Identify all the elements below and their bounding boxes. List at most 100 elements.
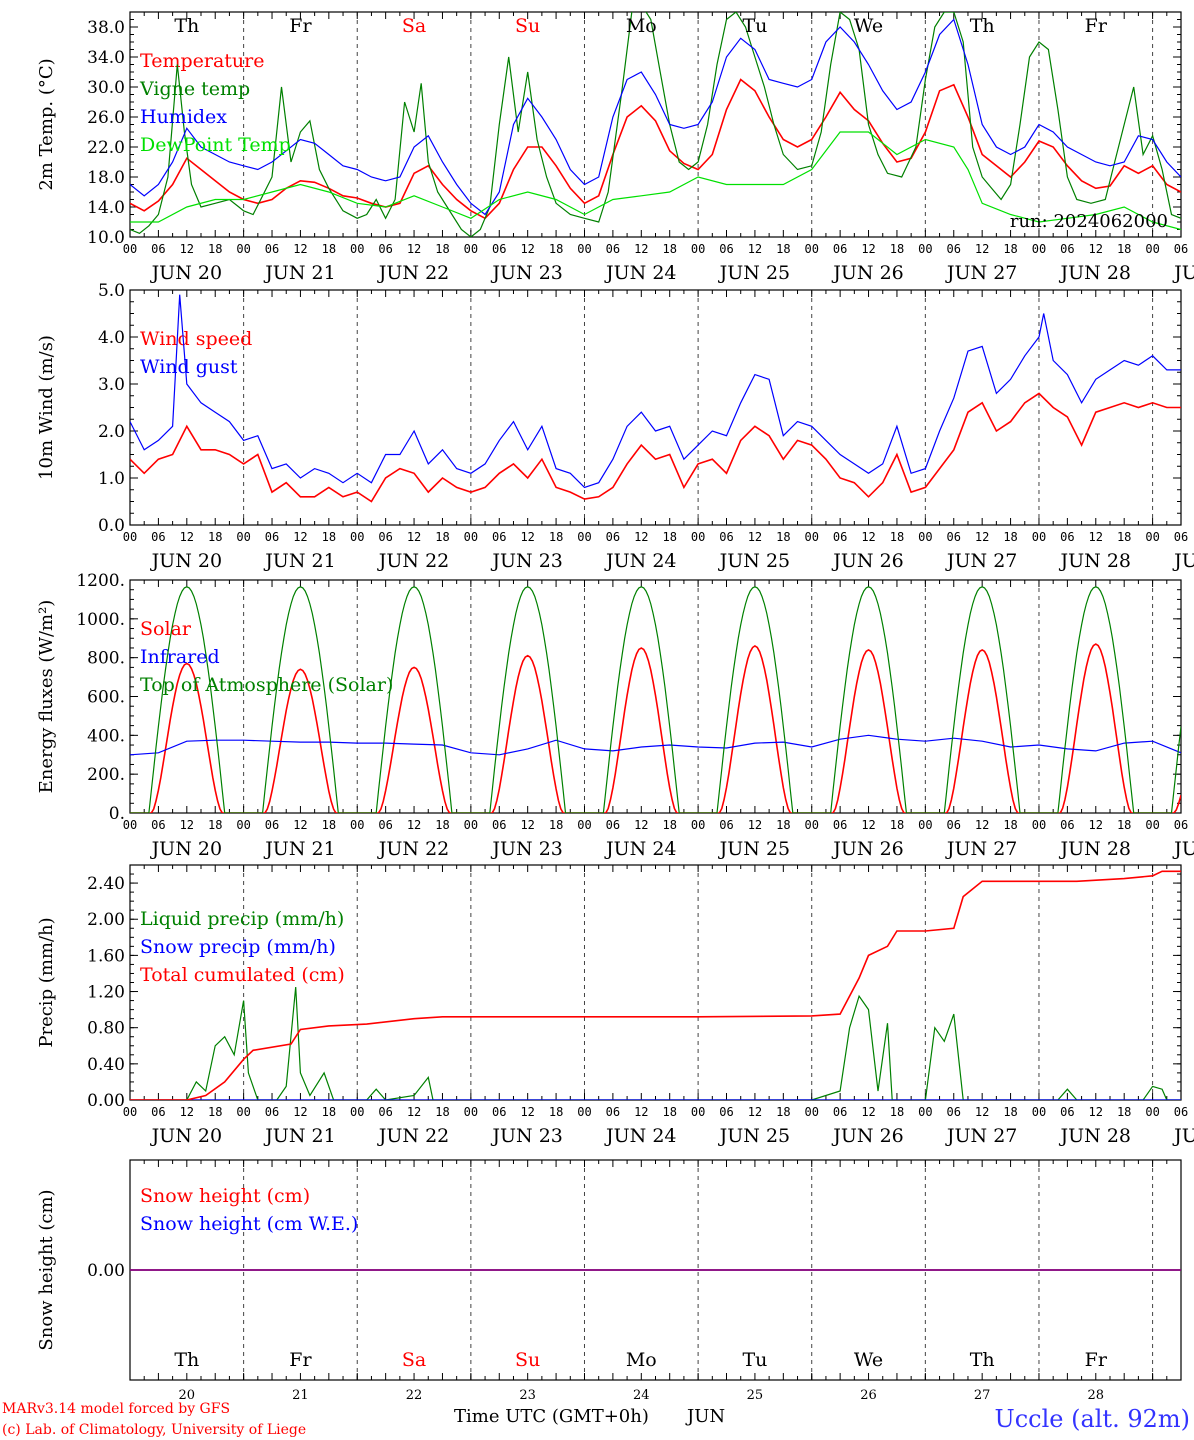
weekday-label: Tu <box>742 15 767 37</box>
hour-tick-label: 18 <box>435 242 449 256</box>
date-label: JUN 20 <box>150 262 222 284</box>
day-number-label: 22 <box>406 1388 423 1403</box>
hour-tick-label: 12 <box>634 242 648 256</box>
hour-tick-label: 00 <box>691 530 705 544</box>
date-label: JUN 28 <box>1059 262 1131 284</box>
date-label: JUN 21 <box>263 838 335 860</box>
hour-tick-label: 06 <box>1174 1105 1188 1119</box>
hour-tick-label: 06 <box>265 530 279 544</box>
weekday-label: Th <box>970 15 995 37</box>
hour-tick-label: 06 <box>492 818 506 832</box>
hour-tick-label: 06 <box>492 1105 506 1119</box>
hour-tick-label: 06 <box>151 530 165 544</box>
hour-tick-label: 06 <box>719 242 733 256</box>
hour-tick-label: 00 <box>1032 242 1046 256</box>
y-tick-label: 18.0 <box>87 168 125 188</box>
weekday-label: Mo <box>626 15 657 37</box>
day-number-label: 23 <box>519 1388 536 1403</box>
date-label: JUN 28 <box>1059 838 1131 860</box>
hour-tick-label: 12 <box>861 818 875 832</box>
y-tick-label: 0. <box>109 804 125 824</box>
hour-tick-label: 00 <box>1145 530 1159 544</box>
hour-tick-label: 00 <box>918 818 932 832</box>
date-label: JUN 23 <box>490 550 562 572</box>
y-axis-label: 10m Wind (m/s) <box>36 335 57 480</box>
hour-tick-label: 12 <box>975 530 989 544</box>
date-label: JUN 25 <box>718 262 790 284</box>
series-line-wind-speed <box>130 392 1181 503</box>
hour-tick-label: 12 <box>180 1105 194 1119</box>
hour-tick-label: 06 <box>947 242 961 256</box>
hour-tick-label: 18 <box>208 242 222 256</box>
y-axis-label: Snow height (cm) <box>36 1189 57 1350</box>
date-label: JUN 21 <box>263 1125 335 1147</box>
hour-tick-label: 12 <box>634 530 648 544</box>
y-tick-label: 800. <box>87 649 125 669</box>
hour-tick-label: 06 <box>719 530 733 544</box>
hour-tick-label: 18 <box>1003 530 1017 544</box>
hour-tick-label: 06 <box>606 530 620 544</box>
legend-item: Solar <box>140 618 192 640</box>
y-tick-label: 200. <box>87 765 125 785</box>
hour-tick-label: 06 <box>1060 242 1074 256</box>
hour-tick-label: 12 <box>1089 530 1103 544</box>
date-label: JUN 27 <box>945 262 1017 284</box>
hour-tick-label: 06 <box>265 1105 279 1119</box>
date-label: JUN 20 <box>150 838 222 860</box>
credit-line-2: (c) Lab. of Climatology, University of L… <box>2 1422 306 1438</box>
hour-tick-label: 18 <box>662 1105 676 1119</box>
series-line-solar <box>130 643 1181 813</box>
hour-tick-label: 12 <box>975 1105 989 1119</box>
hour-tick-label: 06 <box>1174 818 1188 832</box>
hour-tick-label: 00 <box>236 242 250 256</box>
hour-tick-label: 12 <box>293 530 307 544</box>
day-number-label: 24 <box>633 1388 650 1403</box>
hour-tick-label: 00 <box>805 1105 819 1119</box>
hour-tick-label: 06 <box>947 818 961 832</box>
run-label: run: 2024062000 <box>1010 211 1168 232</box>
hour-tick-label: 00 <box>350 530 364 544</box>
weekday-label: Sa <box>402 15 426 37</box>
day-number-label: 20 <box>179 1388 196 1403</box>
hour-tick-label: 06 <box>492 530 506 544</box>
hour-tick-label: 18 <box>549 242 563 256</box>
series-line-humidex <box>130 18 1181 216</box>
weekday-label: Fr <box>1085 15 1108 37</box>
hour-tick-label: 12 <box>293 242 307 256</box>
hour-tick-label: 06 <box>492 242 506 256</box>
date-label: JUN 26 <box>831 838 903 860</box>
y-tick-label: 2.40 <box>87 874 125 894</box>
date-label: JUN 26 <box>831 1125 903 1147</box>
y-axis-label: Precip (mm/h) <box>36 917 57 1047</box>
hour-tick-label: 18 <box>549 1105 563 1119</box>
hour-tick-label: 00 <box>350 1105 364 1119</box>
hour-tick-label: 00 <box>123 1105 137 1119</box>
date-label: JUN 22 <box>377 550 449 572</box>
hour-tick-label: 06 <box>606 818 620 832</box>
date-label: JUN 23 <box>490 262 562 284</box>
hour-tick-label: 06 <box>378 530 392 544</box>
hour-tick-label: 12 <box>748 242 762 256</box>
date-label: JUN 20 <box>150 550 222 572</box>
y-axis-label: 2m Temp. (°C) <box>36 58 57 190</box>
hour-tick-label: 06 <box>1060 818 1074 832</box>
weekday-label: Fr <box>289 1349 312 1371</box>
hour-tick-label: 18 <box>662 242 676 256</box>
date-label: JUN 23 <box>490 1125 562 1147</box>
hour-tick-label: 12 <box>293 1105 307 1119</box>
hour-tick-label: 12 <box>861 1105 875 1119</box>
series-line-wind-gust <box>130 294 1181 489</box>
legend-item: Top of Atmosphere (Solar) <box>140 674 393 696</box>
hour-tick-label: 00 <box>577 818 591 832</box>
hour-tick-label: 12 <box>748 530 762 544</box>
y-tick-label: 0.80 <box>87 1019 125 1039</box>
hour-tick-label: 00 <box>1145 1105 1159 1119</box>
hour-tick-label: 18 <box>435 1105 449 1119</box>
series-line-temperature <box>130 78 1181 220</box>
hour-tick-label: 18 <box>1117 530 1131 544</box>
hour-tick-label: 00 <box>805 530 819 544</box>
hour-tick-label: 18 <box>208 530 222 544</box>
hour-tick-label: 06 <box>265 818 279 832</box>
hour-tick-label: 18 <box>322 818 336 832</box>
hour-tick-label: 00 <box>350 242 364 256</box>
